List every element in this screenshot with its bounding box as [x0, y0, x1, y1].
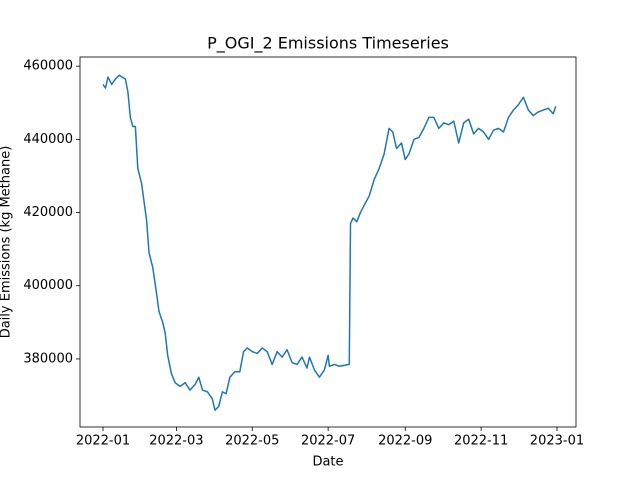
y-tick-label: 400000 [23, 278, 73, 293]
x-tick-label: 2023-01 [530, 434, 584, 449]
chart-title: P_OGI_2 Emissions Timeseries [207, 34, 449, 54]
y-tick-label: 380000 [23, 351, 73, 366]
x-tick-label: 2022-01 [76, 434, 130, 449]
x-tick-label: 2022-09 [378, 434, 432, 449]
x-tick-label: 2022-11 [454, 434, 508, 449]
y-axis-label: Daily Emissions (kg Methane) [0, 146, 14, 339]
y-tick-label: 420000 [23, 205, 73, 220]
x-tick-label: 2022-03 [149, 434, 203, 449]
x-axis-label: Date [312, 455, 343, 470]
y-tick-label: 440000 [23, 132, 73, 147]
plot-frame [79, 56, 577, 428]
y-tick-label: 460000 [23, 59, 73, 74]
data-line [102, 74, 557, 411]
x-tick-label: 2022-07 [301, 434, 355, 449]
x-tick-label: 2022-05 [225, 434, 279, 449]
